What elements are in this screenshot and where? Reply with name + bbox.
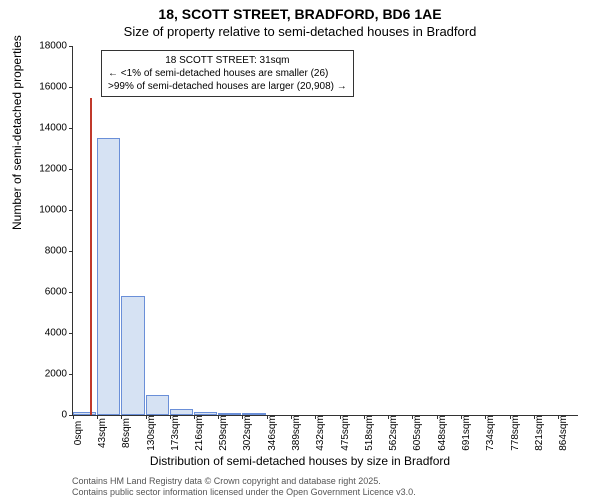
x-tick-mark — [340, 415, 341, 419]
x-tick-label: 778sqm — [510, 415, 521, 451]
x-tick-mark — [315, 415, 316, 419]
x-tick-mark — [437, 415, 438, 419]
x-tick-label: 86sqm — [121, 418, 132, 448]
chart-plot-area: 0200040006000800010000120001400016000180… — [72, 46, 578, 416]
y-tick-label: 10000 — [27, 205, 73, 216]
x-tick-label: 648sqm — [437, 415, 448, 451]
x-tick-label: 691sqm — [461, 415, 472, 451]
histogram-bar — [146, 395, 169, 416]
x-tick-mark — [412, 415, 413, 419]
x-tick-mark — [267, 415, 268, 419]
annotation-callout: 18 SCOTT STREET: 31sqm ← <1% of semi-det… — [101, 50, 354, 97]
y-tick-mark — [69, 251, 73, 252]
credits-line-2: Contains public sector information licen… — [72, 487, 416, 498]
y-tick-label: 16000 — [27, 82, 73, 93]
y-tick-mark — [69, 292, 73, 293]
x-tick-label: 562sqm — [388, 415, 399, 451]
histogram-bar — [170, 409, 193, 415]
x-tick-label: 605sqm — [412, 415, 423, 451]
y-tick-mark — [69, 87, 73, 88]
x-tick-mark — [485, 415, 486, 419]
x-axis-label: Distribution of semi-detached houses by … — [0, 454, 600, 468]
x-tick-label: 821sqm — [534, 415, 545, 451]
y-tick-mark — [69, 46, 73, 47]
y-tick-label: 14000 — [27, 123, 73, 134]
x-tick-label: 734sqm — [485, 415, 496, 451]
x-tick-label: 432sqm — [315, 415, 326, 451]
x-tick-label: 0sqm — [73, 421, 84, 445]
title-main: 18, SCOTT STREET, BRADFORD, BD6 1AE — [0, 6, 600, 22]
callout-line-3: >99% of semi-detached houses are larger … — [108, 80, 347, 93]
x-tick-mark — [121, 415, 122, 419]
x-tick-mark — [461, 415, 462, 419]
x-tick-mark — [242, 415, 243, 419]
x-tick-label: 43sqm — [97, 418, 108, 448]
y-tick-label: 12000 — [27, 164, 73, 175]
x-tick-mark — [194, 415, 195, 419]
x-tick-mark — [291, 415, 292, 419]
credits-line-1: Contains HM Land Registry data © Crown c… — [72, 476, 416, 487]
x-tick-mark — [534, 415, 535, 419]
x-tick-mark — [558, 415, 559, 419]
callout-line-1: 18 SCOTT STREET: 31sqm — [108, 54, 347, 67]
y-tick-label: 8000 — [27, 246, 73, 257]
y-tick-label: 0 — [27, 410, 73, 421]
x-tick-label: 475sqm — [340, 415, 351, 451]
y-tick-mark — [69, 128, 73, 129]
x-tick-mark — [364, 415, 365, 419]
x-tick-label: 130sqm — [146, 415, 157, 451]
histogram-bar — [73, 412, 96, 415]
y-tick-mark — [69, 374, 73, 375]
histogram-bar — [242, 413, 266, 415]
x-tick-label: 173sqm — [170, 415, 181, 451]
property-marker-line — [90, 98, 92, 415]
x-tick-label: 302sqm — [242, 415, 253, 451]
y-tick-mark — [69, 210, 73, 211]
x-tick-mark — [218, 415, 219, 419]
histogram-bar — [194, 412, 217, 415]
x-tick-label: 346sqm — [267, 415, 278, 451]
credits: Contains HM Land Registry data © Crown c… — [72, 476, 416, 498]
chart-container: 18, SCOTT STREET, BRADFORD, BD6 1AE Size… — [0, 0, 600, 500]
x-tick-mark — [97, 415, 98, 419]
histogram-bar — [121, 296, 145, 415]
x-tick-label: 864sqm — [558, 415, 569, 451]
x-tick-mark — [73, 415, 74, 419]
x-tick-mark — [388, 415, 389, 419]
histogram-bar — [218, 413, 241, 415]
y-tick-label: 4000 — [27, 328, 73, 339]
x-tick-label: 216sqm — [194, 415, 205, 451]
x-tick-label: 389sqm — [291, 415, 302, 451]
x-tick-label: 518sqm — [364, 415, 375, 451]
callout-line-2: ← <1% of semi-detached houses are smalle… — [108, 67, 347, 80]
y-tick-mark — [69, 169, 73, 170]
x-tick-mark — [510, 415, 511, 419]
y-tick-label: 2000 — [27, 369, 73, 380]
y-tick-label: 6000 — [27, 287, 73, 298]
y-tick-label: 18000 — [27, 41, 73, 52]
x-tick-label: 259sqm — [218, 415, 229, 451]
y-tick-mark — [69, 333, 73, 334]
y-axis-label: Number of semi-detached properties — [10, 35, 24, 230]
histogram-bar — [97, 138, 120, 415]
x-tick-mark — [146, 415, 147, 419]
title-sub: Size of property relative to semi-detach… — [0, 24, 600, 39]
x-tick-mark — [170, 415, 171, 419]
